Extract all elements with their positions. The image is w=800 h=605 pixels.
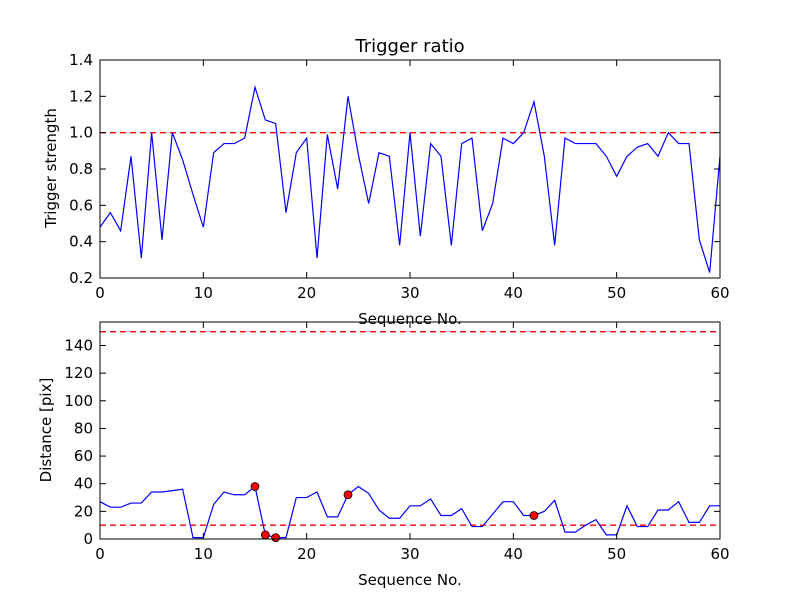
data-point-marker [250,482,260,491]
y-tick-label: 120 [64,364,93,382]
y-tick-label: 100 [64,392,93,410]
x-tick-label: 30 [400,545,419,563]
y-tick-label: 0.6 [69,196,93,214]
x-tick-label: 30 [400,284,419,302]
data-point-marker [529,511,539,520]
chart-title: Trigger ratio [354,36,464,57]
x-tick-label: 60 [710,545,729,563]
x-tick-label: 50 [607,545,626,563]
data-point-marker [343,490,353,500]
plot-area: 0 10 20 30 40 50 60 0.2 0.4 0.6 0.8 1.0 1.2 1.4 [69,51,729,302]
y-tick-label: 20 [74,502,93,520]
x-tick-label: 0 [95,545,105,563]
y-tick-label: 1.0 [69,124,93,142]
y-tick-label: 0.2 [69,269,93,287]
x-tick-label: 40 [504,545,523,563]
y-tick-label: 1.2 [69,87,93,105]
x-tick-label: 10 [194,545,213,563]
x-tick-label: 0 [95,284,105,302]
y-tick-label: 60 [74,447,93,465]
y-axis-label: Distance [pix] [37,378,55,483]
y-tick-label: 140 [64,336,93,354]
x-tick-label: 10 [194,284,213,302]
y-tick-label: 0.8 [69,160,93,178]
distance-chart: Sequence No. Distance [pix] 0 10 20 30 40 50 6… [37,321,730,589]
x-tick-label: 60 [710,284,729,302]
trigger-ratio-chart: Trigger ratio Sequence No. Trigger stren… [42,36,730,328]
x-tick-label: 20 [297,545,316,563]
y-tick-label: 80 [74,419,93,437]
y-axis-label: Trigger strength [42,108,60,229]
x-axis-label: Sequence No. [358,310,462,328]
data-point-marker [260,530,270,540]
y-tick-label: 1.4 [69,51,93,69]
x-tick-label: 40 [504,284,523,302]
series-line [99,84,721,273]
x-tick-label: 20 [297,284,316,302]
x-tick-label: 50 [607,284,626,302]
y-tick-label: 0.4 [69,233,93,251]
plot-area: 0 10 20 30 40 50 60 0 20 40 60 80 100 120 140 [64,321,730,563]
y-tick-label: 0 [83,530,93,548]
x-axis-label: Sequence No. [358,571,462,589]
y-tick-label: 40 [74,475,93,493]
data-point-marker [271,533,281,543]
